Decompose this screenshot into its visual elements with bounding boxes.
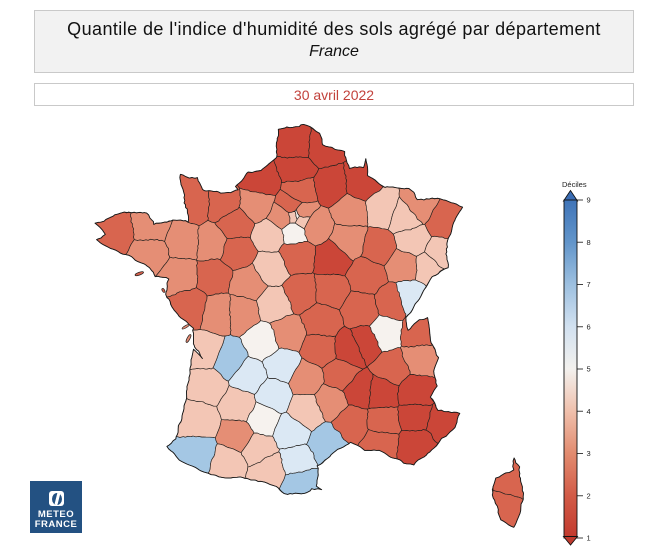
svg-text:Déciles: Déciles [562,180,587,189]
svg-text:6: 6 [587,322,591,331]
svg-text:1: 1 [587,534,591,543]
svg-text:7: 7 [587,280,591,289]
svg-text:3: 3 [587,449,591,458]
svg-text:5: 5 [587,365,591,374]
svg-text:8: 8 [587,238,591,247]
svg-text:4: 4 [587,407,591,416]
svg-text:2: 2 [587,491,591,500]
svg-text:9: 9 [587,196,591,205]
